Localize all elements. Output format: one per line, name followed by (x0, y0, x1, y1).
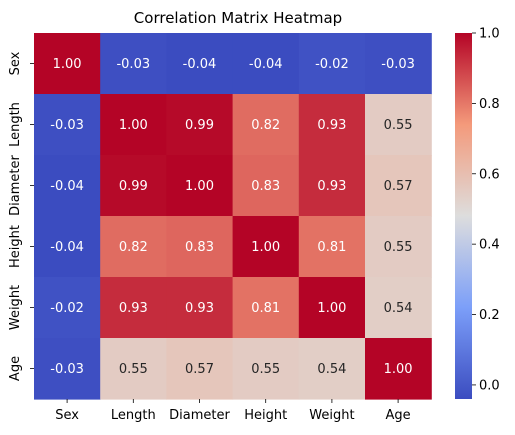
cell-annotation: 1.00 (53, 57, 82, 72)
cell-annotation: 1.00 (251, 240, 280, 255)
x-tick-label: Height (244, 408, 287, 423)
cell-annotation: 0.83 (251, 179, 280, 194)
x-axis-ticks: Sex Length Diameter Height Weight Age (55, 399, 411, 423)
colorbar-tick-label: 1.0 (479, 27, 500, 42)
cell-annotation: 0.99 (185, 118, 214, 133)
x-tick-label: Age (386, 408, 411, 423)
heatmap-cell-height-age (365, 216, 432, 278)
cell-annotation: 0.93 (317, 118, 346, 133)
heatmap-cell-weight-height (232, 277, 300, 339)
heatmap-cell-height-sex (34, 216, 101, 278)
colorbar-tick-label: 0.6 (479, 167, 500, 182)
colorbar-tick-label: 0.8 (479, 97, 500, 112)
y-tick-label: Weight (8, 285, 23, 330)
cell-annotation: 0.54 (317, 362, 346, 377)
heatmap-cell-height-weight (298, 216, 366, 278)
cell-annotation: 1.00 (119, 118, 148, 133)
cell-annotation: -0.04 (50, 179, 84, 194)
cell-annotation: 0.81 (317, 240, 346, 255)
cell-annotation: 1.00 (317, 301, 346, 316)
cell-annotation: 0.83 (185, 240, 214, 255)
y-tick-label: Sex (8, 51, 23, 75)
cell-annotation: -0.04 (183, 57, 217, 72)
x-tick-label: Length (111, 408, 156, 423)
heatmap-cell-weight-sex (34, 277, 101, 339)
cell-annotation: 0.55 (384, 240, 413, 255)
cell-annotation: 0.82 (251, 118, 280, 133)
cell-annotation: 0.82 (119, 240, 148, 255)
cell-annotation: 0.55 (384, 118, 413, 133)
heatmap-annotations: 1.00 -0.03 -0.04 -0.04 -0.02 -0.03 -0.03 1.00 0.… (50, 57, 415, 377)
cell-annotation: 0.93 (185, 301, 214, 316)
colorbar-tick-label: 0.2 (479, 308, 500, 323)
heatmap-cell-diameter-height (232, 155, 300, 217)
cell-annotation: 1.00 (185, 179, 214, 194)
heatmap-cell-weight-age (365, 277, 432, 339)
heatmap-cell-sex-weight (298, 33, 366, 95)
heatmap-cell-diameter-weight (298, 155, 366, 217)
heatmap-cell-length-diameter (166, 94, 234, 156)
heatmap-cell-length-weight (298, 94, 366, 156)
heatmap-cell-sex-age (365, 33, 432, 95)
cell-annotation: -0.02 (315, 57, 349, 72)
cell-annotation: 0.55 (119, 362, 148, 377)
cell-annotation: -0.02 (50, 301, 84, 316)
cell-annotation: 0.93 (317, 179, 346, 194)
heatmap-cell-height-height (232, 216, 300, 278)
heatmap-cell-age-age (365, 338, 432, 400)
cell-annotation: -0.03 (381, 57, 415, 72)
heatmap-cell-weight-diameter (166, 277, 234, 339)
cell-annotation: 0.55 (251, 362, 280, 377)
colorbar-tick-label: 0.0 (479, 378, 500, 393)
y-tick-label: Height (8, 225, 23, 268)
heatmap-cell-weight-weight (298, 277, 366, 339)
cell-annotation: -0.03 (50, 118, 84, 133)
chart-title: Correlation Matrix Heatmap (134, 9, 342, 27)
colorbar-ticks: 0.0 0.2 0.4 0.6 0.8 1.0 (472, 27, 500, 393)
heatmap-cell-age-weight (298, 338, 366, 400)
heatmap-cell-age-height (232, 338, 300, 400)
cell-annotation: 0.57 (185, 362, 214, 377)
heatmap-cell-length-sex (34, 94, 101, 156)
heatmap-cell-age-length (100, 338, 167, 400)
heatmap-cell-height-length (100, 216, 167, 278)
heatmap-cell-diameter-diameter (166, 155, 234, 217)
cell-annotation: -0.03 (116, 57, 150, 72)
cell-annotation: 0.99 (119, 179, 148, 194)
cell-annotation: -0.04 (249, 57, 283, 72)
cell-annotation: 0.54 (384, 301, 413, 316)
heatmap-cell-diameter-sex (34, 155, 101, 217)
y-tick-label: Age (8, 356, 23, 381)
colorbar (455, 33, 472, 399)
heatmap-cells (34, 33, 432, 400)
heatmap-cell-weight-length (100, 277, 167, 339)
heatmap-cell-age-sex (34, 338, 101, 400)
heatmap-cell-sex-length (100, 33, 167, 95)
cell-annotation: 1.00 (384, 362, 413, 377)
heatmap-cell-length-height (232, 94, 300, 156)
y-tick-label: Diameter (8, 155, 23, 216)
cell-annotation: -0.03 (50, 362, 84, 377)
heatmap-cell-length-length (100, 94, 167, 156)
cell-annotation: 0.93 (119, 301, 148, 316)
heatmap-cell-length-age (365, 94, 432, 156)
y-axis-ticks: Sex Length Diameter Height Weight Age (8, 51, 34, 381)
y-tick-label: Length (8, 102, 23, 147)
heatmap-cell-age-diameter (166, 338, 234, 400)
cell-annotation: 0.81 (251, 301, 280, 316)
x-tick-label: Sex (55, 408, 79, 423)
colorbar-tick-label: 0.4 (479, 238, 500, 253)
cell-annotation: -0.04 (50, 240, 84, 255)
x-tick-label: Diameter (169, 408, 230, 423)
x-tick-label: Weight (309, 408, 354, 423)
heatmap-cell-sex-height (232, 33, 300, 95)
heatmap-cell-sex-diameter (166, 33, 234, 95)
cell-annotation: 0.57 (384, 179, 413, 194)
heatmap-cell-diameter-age (365, 155, 432, 217)
heatmap-cell-height-diameter (166, 216, 234, 278)
heatmap-cell-diameter-length (100, 155, 167, 217)
heatmap-cell-sex-sex (34, 33, 101, 95)
